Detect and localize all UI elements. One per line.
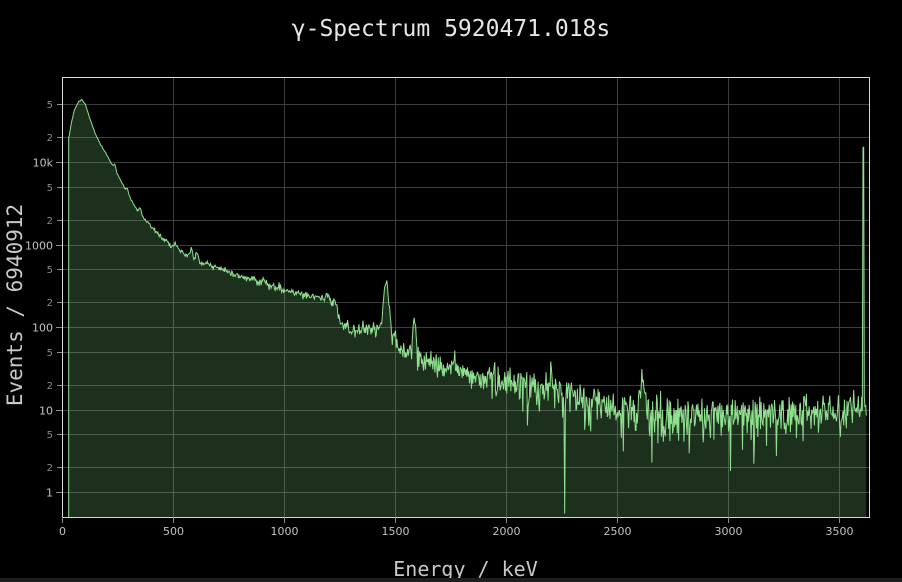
y-minor-tick-label: 2 xyxy=(47,463,53,474)
x-tick-label: 0 xyxy=(59,525,66,538)
y-minor-tick-label: 5 xyxy=(47,183,53,194)
y-minor-tick-label: 2 xyxy=(47,381,53,392)
x-tick-label: 500 xyxy=(163,525,184,538)
y-minor-tick-label: 5 xyxy=(47,348,53,359)
x-tick-label: 1500 xyxy=(382,525,410,538)
plot-grid xyxy=(62,77,869,517)
y-tick-label: 100 xyxy=(32,322,53,335)
x-tick-label: 1000 xyxy=(271,525,299,538)
y-minor-tick-label: 5 xyxy=(47,265,53,276)
x-tick-label: 3500 xyxy=(826,525,854,538)
axis-ticks xyxy=(56,104,840,523)
x-tick-label: 3000 xyxy=(715,525,743,538)
y-tick-label: 1 xyxy=(46,487,53,500)
y-minor-tick-label: 2 xyxy=(47,133,53,144)
x-axis-title: Energy / keV xyxy=(393,557,538,581)
y-minor-tick-label: 2 xyxy=(47,216,53,227)
plot-border xyxy=(62,77,870,518)
chart-title: γ-Spectrum 5920471.018s xyxy=(291,16,611,42)
x-tick-label: 2000 xyxy=(493,525,521,538)
y-tick-label: 1000 xyxy=(25,240,53,253)
x-tick-label: 2500 xyxy=(604,525,632,538)
y-tick-label: 10k xyxy=(33,157,54,170)
window-bottom-edge xyxy=(0,578,902,582)
y-minor-tick-label: 2 xyxy=(47,298,53,309)
y-minor-tick-label: 5 xyxy=(47,430,53,441)
spectrum-line xyxy=(68,99,867,517)
y-tick-label: 10 xyxy=(39,405,53,418)
axis-tick-labels: 1 10 100 1000 10k 2 5 2 5 2 5 2 5 2 5 0 500 1000 1500 2000 2… xyxy=(25,100,854,538)
y-minor-tick-label: 5 xyxy=(47,100,53,111)
